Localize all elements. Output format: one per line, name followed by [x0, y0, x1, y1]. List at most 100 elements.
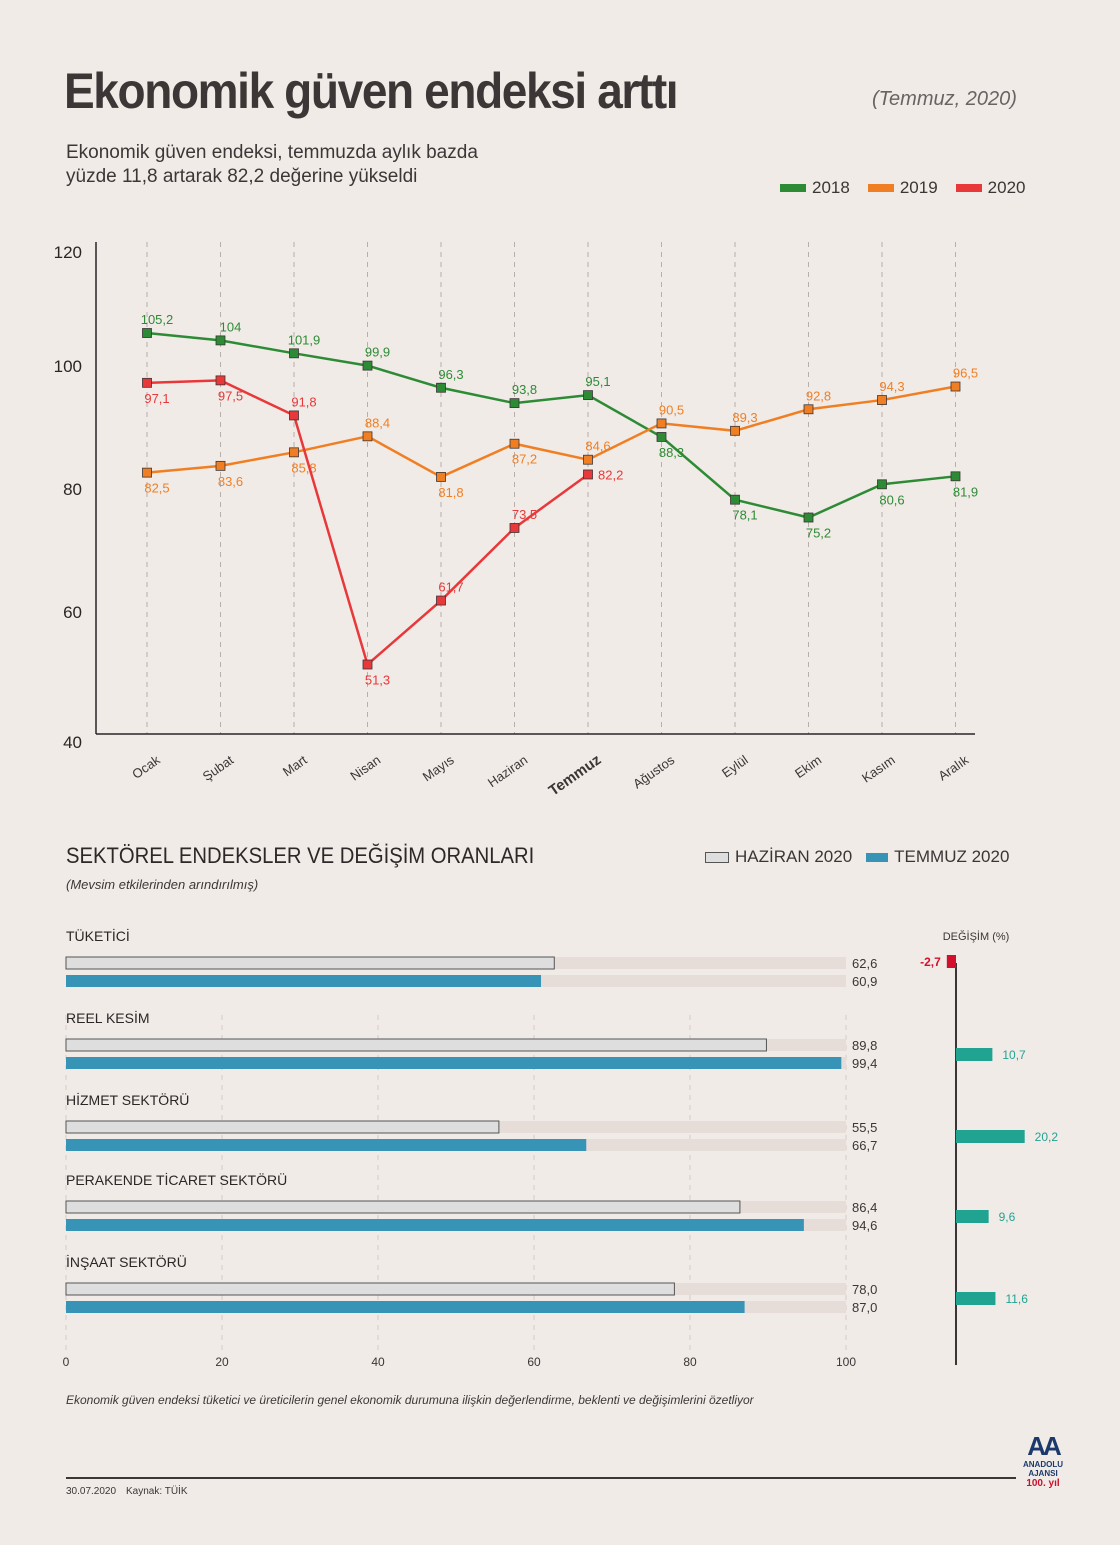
value-label-haziran: 89,8	[852, 1038, 877, 1053]
x-tick-label: Ocak	[129, 752, 163, 782]
x-tick-label: Nisan	[347, 752, 383, 783]
data-label: 81,8	[438, 485, 463, 500]
data-point	[656, 418, 667, 429]
data-point	[142, 467, 152, 478]
data-label: 80,6	[879, 492, 904, 507]
x-tick-label: Aralık	[935, 752, 971, 784]
anadolu-ajansi-logo: AA ANADOLU AJANSI 100. yıl	[1008, 1432, 1078, 1489]
bar-haziran	[65, 1120, 500, 1134]
data-label: 104	[220, 319, 242, 334]
legend-item-2019: 2019	[867, 178, 938, 198]
value-label-haziran: 86,4	[852, 1200, 877, 1215]
data-point	[362, 360, 373, 371]
subtitle-line-2: yüzde 11,8 artarak 82,2 değerine yükseld…	[66, 166, 418, 187]
data-point	[289, 447, 299, 458]
data-point	[142, 377, 152, 388]
legend-label: TEMMUZ 2020	[894, 847, 1010, 866]
data-point	[509, 438, 520, 449]
data-point	[362, 659, 373, 670]
data-label: 87,2	[512, 452, 537, 467]
bar-haziran	[65, 1200, 741, 1214]
data-label: 97,1	[144, 391, 169, 406]
change-label: 11,6	[1005, 1292, 1028, 1306]
x-tick-label: 60	[527, 1355, 541, 1369]
data-point	[509, 398, 520, 409]
legend-label: 2019	[899, 178, 938, 197]
bar-haziran	[65, 956, 555, 970]
data-point	[950, 471, 961, 482]
data-label: 94,3	[879, 379, 904, 394]
data-label: 92,8	[806, 388, 831, 403]
x-tick-label: Mayıs	[420, 752, 457, 784]
x-tick-label: Kasım	[859, 752, 898, 785]
data-label: 82,2	[598, 467, 623, 482]
footer-divider	[66, 1477, 1016, 1479]
data-point	[803, 404, 814, 415]
data-label: 96,5	[953, 366, 978, 381]
data-label: 90,5	[659, 402, 684, 417]
x-tick-label: Ağustos	[630, 752, 677, 792]
bar-temmuz	[66, 975, 542, 987]
data-label: 73,5	[512, 507, 537, 522]
x-tick-label: Eylül	[719, 752, 751, 781]
change-label: -2,7	[920, 955, 941, 969]
data-point	[656, 432, 667, 442]
subtitle-line-1: Ekonomik güven endeksi, temmuzda aylık b…	[66, 142, 478, 163]
data-label: 99,9	[365, 345, 390, 360]
legend-label: 2018	[812, 178, 850, 197]
footer-source: Kaynak: TÜİK	[126, 1486, 188, 1497]
y-tick-label: 100	[54, 357, 82, 376]
page-title: Ekonomik güven endeksi arttı	[64, 63, 679, 119]
data-point	[877, 395, 887, 405]
x-tick-label: 80	[683, 1355, 697, 1369]
section-note: (Mevsim etkilerinden arındırılmış)	[66, 877, 259, 892]
legend-label: 2020	[987, 178, 1026, 197]
data-label: 97,5	[218, 388, 243, 403]
change-label: 10,7	[1002, 1048, 1026, 1062]
legend-item-temmuz: TEMMUZ 2020	[866, 847, 1009, 867]
data-point	[215, 375, 226, 386]
sector-label: TÜKETİCİ	[66, 927, 130, 944]
series-line-2018	[146, 331, 956, 519]
data-point	[436, 382, 446, 393]
bar-temmuz	[66, 1219, 804, 1231]
data-point	[730, 425, 740, 436]
change-label: 20,2	[1035, 1130, 1059, 1144]
x-tick-label: 100	[836, 1355, 856, 1369]
data-label: 81,9	[953, 484, 978, 499]
footer-date: 30.07.2020	[66, 1486, 117, 1497]
y-tick-label: 40	[63, 733, 82, 752]
line-chart: 120 100 80 60 40 Ocak Şubat Mart Nisan Mayıs Hazir…	[54, 242, 978, 800]
legend-swatch-2019	[867, 184, 894, 192]
x-tick-label: Haziran	[485, 752, 530, 790]
series-line-2019	[146, 385, 956, 479]
legend-item-2020: 2020	[955, 178, 1026, 198]
data-label: 51,3	[365, 673, 390, 688]
bar-chart: 0 20 40 60 80 100 DEĞİŞİM (%) TÜKETİCİ 62,6 60,9 -…	[63, 927, 1059, 1369]
value-label-temmuz: 66,7	[852, 1138, 877, 1153]
value-label-haziran: 62,6	[852, 956, 877, 971]
data-label: 105,2	[141, 312, 174, 327]
data-point	[215, 460, 226, 471]
data-label: 101,9	[288, 332, 321, 347]
data-point	[509, 523, 520, 533]
data-point	[142, 328, 152, 338]
section-title: SEKTÖREL ENDEKSLER VE DEĞİŞİM ORANLARI	[66, 843, 535, 868]
legend-label: HAZİRAN 2020	[735, 847, 853, 866]
data-point	[803, 512, 814, 523]
data-label: 88,3	[659, 445, 684, 460]
value-label-temmuz: 94,6	[852, 1218, 877, 1233]
change-label: 9,6	[999, 1210, 1016, 1224]
change-bar	[956, 1048, 993, 1061]
data-label: 88,4	[365, 415, 390, 430]
y-tick-label: 80	[63, 480, 82, 499]
x-tick-label: Temmuz	[546, 751, 605, 799]
bar-haziran	[65, 1038, 767, 1052]
legend-swatch-temmuz	[866, 852, 889, 862]
footnote: Ekonomik güven endeksi tüketici ve üreti…	[66, 1393, 754, 1407]
legend-item-2018: 2018	[780, 178, 850, 198]
legend-item-haziran: HAZİRAN 2020	[705, 847, 852, 867]
data-label: 93,8	[512, 382, 537, 397]
x-tick-label: Şubat	[200, 752, 237, 784]
change-title: DEĞİŞİM (%)	[943, 930, 1010, 943]
